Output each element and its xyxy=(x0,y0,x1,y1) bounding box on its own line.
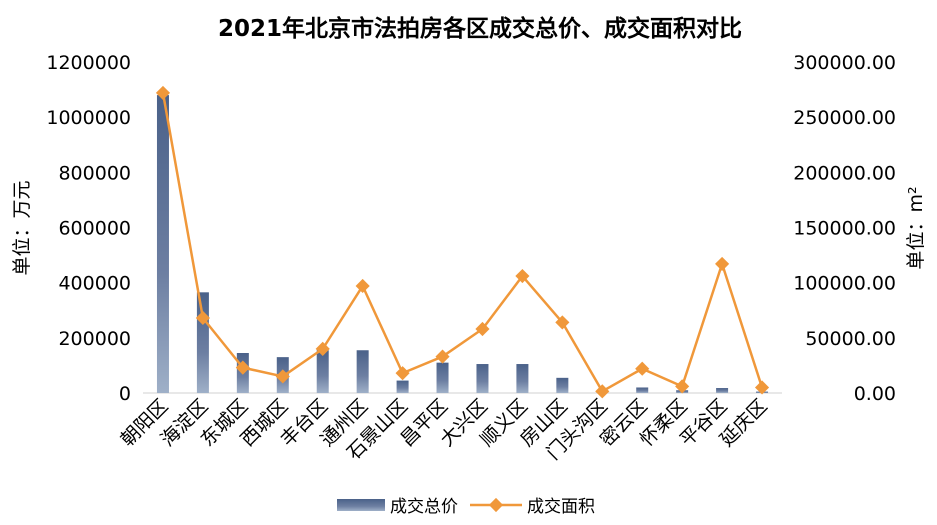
left-tick-label: 200000 xyxy=(58,328,131,350)
line-point xyxy=(555,315,570,330)
left-tick-label: 1000000 xyxy=(46,107,131,129)
line-point xyxy=(435,349,450,364)
right-tick-label: 100000.00 xyxy=(793,273,896,295)
chart-title: 2021年北京市法拍房各区成交总价、成交面积对比 xyxy=(218,15,742,42)
left-tick-label: 0 xyxy=(119,383,131,405)
left-tick-label: 400000 xyxy=(58,273,131,295)
bar xyxy=(396,380,409,393)
right-tick-label: 300000.00 xyxy=(793,52,896,74)
line-point xyxy=(754,380,770,395)
bar xyxy=(516,364,529,393)
legend: 成交总价 成交面积 xyxy=(337,497,595,517)
left-tick-label: 600000 xyxy=(58,218,131,240)
legend-label-total-price: 成交总价 xyxy=(390,497,458,517)
line-point xyxy=(475,321,490,337)
bar xyxy=(356,350,369,393)
bar-series xyxy=(156,95,769,393)
x-axis-categories: 朝阳区海淀区东城区西城区丰台区通州区石景山区昌平区大兴区顺义区房山区门头沟区密云… xyxy=(117,395,772,464)
bar xyxy=(196,292,209,393)
line-point xyxy=(315,341,330,356)
line-point xyxy=(675,379,690,394)
line-point xyxy=(595,384,610,399)
bar xyxy=(316,350,329,393)
line-point xyxy=(715,256,730,271)
line-point xyxy=(235,360,250,375)
bar xyxy=(556,377,569,393)
line-point xyxy=(635,361,650,376)
right-y-axis: 0.00 50000.00 100000.00 150000.00 200000.00 2… xyxy=(793,52,896,405)
line-point xyxy=(275,369,290,384)
legend-label-area: 成交面积 xyxy=(527,497,595,517)
right-axis-title: 单位：m² xyxy=(905,186,927,269)
line-series xyxy=(155,85,770,399)
line-point xyxy=(515,268,530,284)
area-line xyxy=(161,92,764,393)
right-tick-label: 50000.00 xyxy=(805,328,896,350)
right-tick-label: 0.00 xyxy=(854,383,896,405)
bar xyxy=(636,387,649,393)
legend-bar-swatch xyxy=(337,499,385,511)
right-tick-label: 250000.00 xyxy=(793,107,896,129)
bar xyxy=(716,388,729,393)
line-point xyxy=(195,310,210,326)
legend-line-marker xyxy=(488,497,504,513)
left-tick-label: 800000 xyxy=(58,162,131,184)
bar xyxy=(436,362,449,393)
bar xyxy=(156,95,169,393)
line-point xyxy=(395,366,410,381)
line-point xyxy=(355,278,370,294)
left-tick-label: 1200000 xyxy=(46,52,131,74)
right-tick-label: 150000.00 xyxy=(793,218,896,240)
right-tick-label: 200000.00 xyxy=(793,162,896,184)
bar xyxy=(476,364,489,393)
left-y-axis: 0 200000 400000 600000 800000 1000000 1200000 xyxy=(46,52,131,405)
left-axis-title: 单位：万元 xyxy=(11,180,33,275)
